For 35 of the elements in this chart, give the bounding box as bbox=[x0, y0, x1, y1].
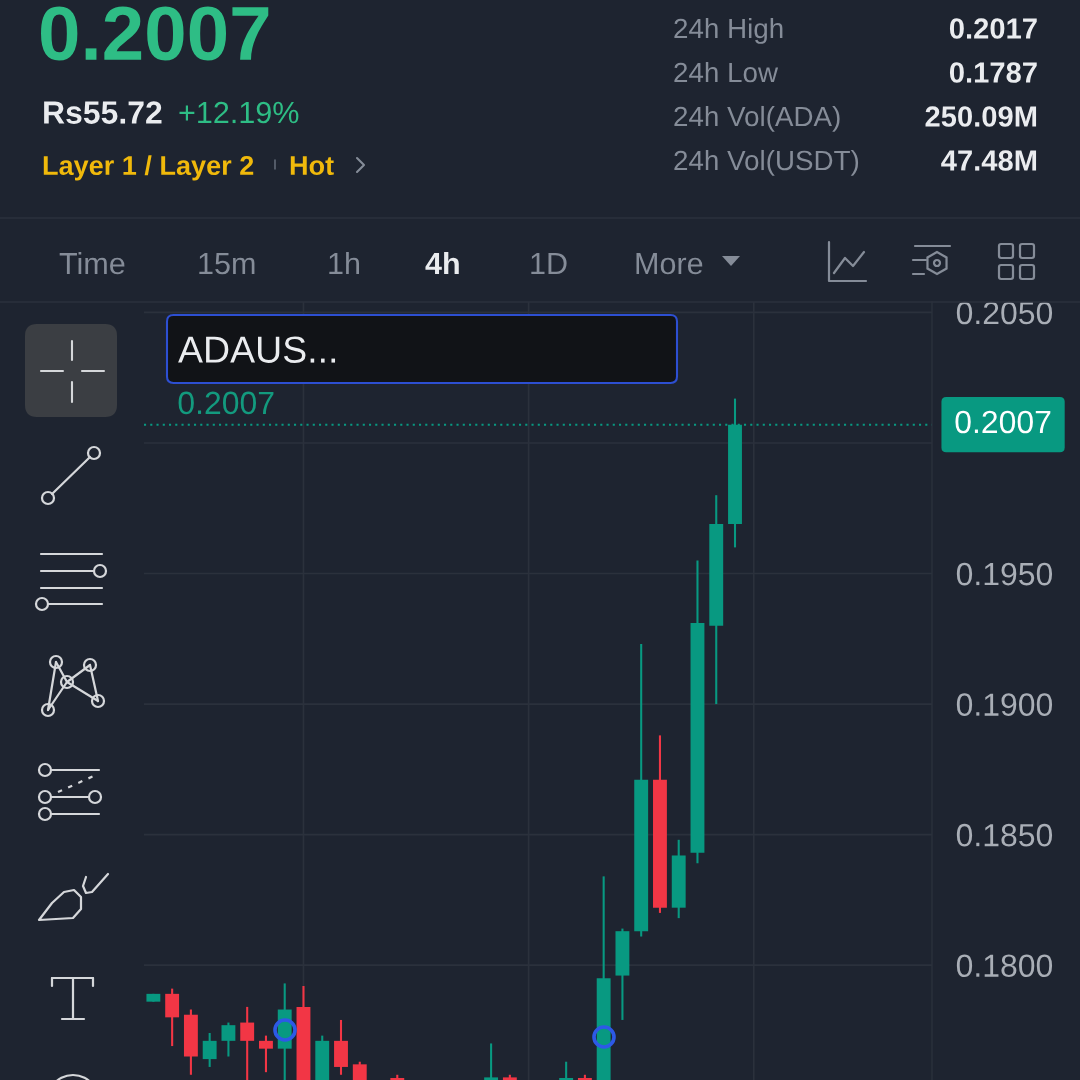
text: 24h Vol(ADA) bbox=[674, 105, 840, 132]
text: Time bbox=[59, 251, 125, 275]
y-tick-label: 0.1850 bbox=[956, 823, 1053, 847]
text: 15m bbox=[199, 253, 255, 275]
text: 24h High bbox=[674, 17, 783, 44]
y-tick-label: 0.2050 bbox=[956, 301, 1053, 325]
annotation: ADAUS... bbox=[178, 336, 336, 363]
candlestick bbox=[559, 1060, 574, 1080]
text: 4h bbox=[425, 251, 459, 275]
candlestick bbox=[240, 1005, 255, 1080]
text: 1D bbox=[531, 253, 567, 275]
text: 24h Vol(USDT) bbox=[674, 149, 859, 176]
text: 24h Low bbox=[674, 61, 779, 83]
y-tick-label: 0.1900 bbox=[956, 693, 1053, 716]
y-tick-label: 0.1950 bbox=[956, 562, 1053, 586]
annotation: 0.2007 bbox=[178, 391, 274, 415]
text: 47.48M bbox=[941, 150, 1037, 171]
text: 0.2017 bbox=[949, 18, 1037, 39]
candlestick bbox=[259, 1034, 273, 1074]
text: +12.19% bbox=[179, 101, 299, 124]
chart-title: 0.2007 bbox=[41, 6, 269, 61]
candlestick bbox=[165, 987, 180, 1048]
text: 0.1787 bbox=[949, 62, 1037, 83]
text: 250.09M bbox=[925, 106, 1037, 127]
text: More bbox=[636, 253, 703, 275]
text: Layer 1 / Layer 2 bbox=[43, 155, 254, 181]
text: Rs55.72 bbox=[44, 101, 162, 124]
text: 1h bbox=[329, 251, 359, 275]
text: Hot bbox=[290, 156, 334, 176]
candlestick bbox=[484, 1042, 499, 1080]
candlestick bbox=[352, 1060, 367, 1080]
y-tick-label: 0.1800 bbox=[956, 954, 1053, 978]
candlestick bbox=[221, 1021, 236, 1058]
candlestick bbox=[202, 1031, 217, 1068]
ref-line-label: 0.2007 bbox=[955, 410, 1051, 434]
